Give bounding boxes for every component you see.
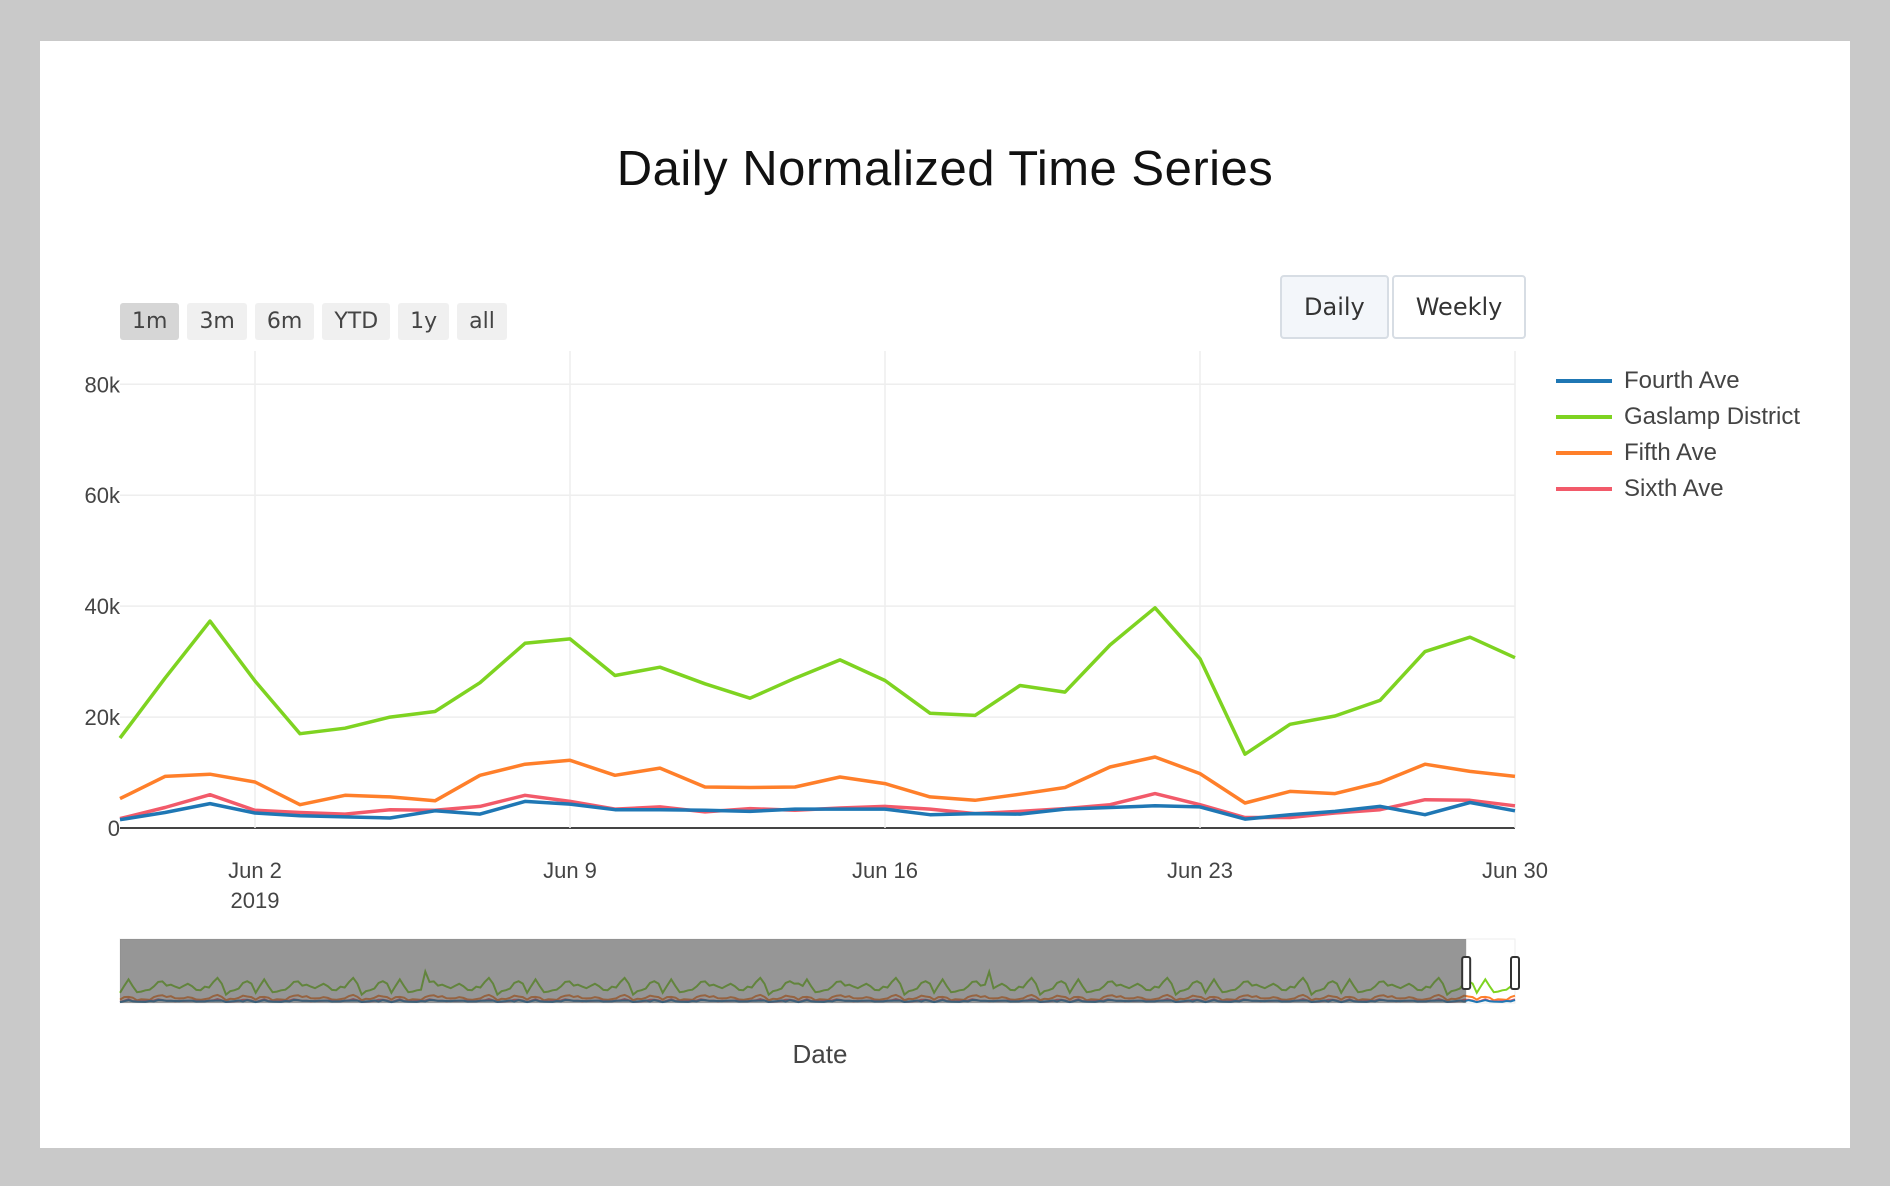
range-button-ytd[interactable]: YTD <box>322 303 391 340</box>
y-tick-label: 40k <box>85 594 121 619</box>
legend-label: Gaslamp District <box>1624 403 1801 430</box>
legend-label: Fourth Ave <box>1624 367 1740 394</box>
x-tick-label: Jun 2 <box>228 858 282 883</box>
x-tick-label: Jun 16 <box>852 858 918 883</box>
legend-label: Sixth Ave <box>1624 475 1724 502</box>
legend-item[interactable]: Fifth Ave <box>1556 435 1800 471</box>
frequency-toggle: Daily Weekly <box>1280 275 1527 339</box>
legend-swatch <box>1556 415 1612 419</box>
chart-legend: Fourth Ave Gaslamp District Fifth Ave Sixth… <box>1556 363 1800 507</box>
legend-item[interactable]: Fourth Ave <box>1556 363 1800 399</box>
x-tick-label: Jun 30 <box>1482 858 1548 883</box>
y-tick-label: 0 <box>108 816 120 841</box>
daily-button[interactable]: Daily <box>1280 275 1389 339</box>
chart-card: Daily Normalized Time Series 1m 3m 6m YTD 1y… <box>40 41 1850 1148</box>
range-button-all[interactable]: all <box>457 303 507 340</box>
series-line-fourth-ave <box>119 799 1516 822</box>
x-tick-label: Jun 23 <box>1167 858 1233 883</box>
y-tick-label: 20k <box>85 705 121 730</box>
range-slider-left-handle[interactable] <box>1461 956 1472 990</box>
legend-item[interactable]: Gaslamp District <box>1556 399 1800 435</box>
y-tick-label: 60k <box>85 483 121 508</box>
y-tick-label: 80k <box>85 372 121 397</box>
x-tick-year-label: 2019 <box>231 888 280 913</box>
legend-swatch <box>1556 487 1612 491</box>
x-axis-title: Date <box>793 1039 848 1069</box>
range-button-3m[interactable]: 3m <box>187 303 247 340</box>
legend-item[interactable]: Sixth Ave <box>1556 471 1800 507</box>
range-slider-right-handle[interactable] <box>1510 956 1520 990</box>
chart-svg: 0 20k 40k 60k 80k Jun 2 Jun 9 Jun 16 Jun 23 Jun 3… <box>85 351 1548 1069</box>
legend-swatch <box>1556 451 1612 455</box>
legend-label: Fifth Ave <box>1624 439 1717 466</box>
chart-title: Daily Normalized Time Series <box>616 142 1274 196</box>
series-line-gaslamp-district <box>118 606 1516 756</box>
series-line-fifth-ave <box>119 755 1516 807</box>
range-button-1m[interactable]: 1m <box>120 303 180 340</box>
range-slider-mask <box>120 939 1467 1003</box>
range-button-1y[interactable]: 1y <box>398 303 450 340</box>
legend-swatch <box>1556 379 1612 383</box>
weekly-button[interactable]: Weekly <box>1391 275 1527 339</box>
x-tick-label: Jun 9 <box>543 858 597 883</box>
range-selector: 1m 3m 6m YTD 1y all <box>120 303 507 340</box>
range-button-6m[interactable]: 6m <box>254 303 315 340</box>
